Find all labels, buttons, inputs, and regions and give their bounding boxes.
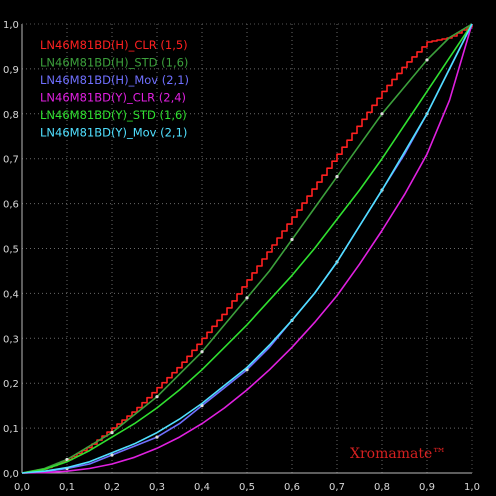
series-line [21,23,473,474]
y-tick-label: 0,2 [3,379,19,390]
y-tick-label: 0,5 [3,245,19,256]
series-point [65,457,69,462]
series-point [155,395,159,399]
x-tick-label: 0,2 [104,482,120,493]
legend-entry: LN46M81BD(H)_STD (1,6) [40,56,188,70]
series-point [155,435,159,439]
series-point [245,296,249,300]
series-line [21,23,473,474]
y-tick-labels: 0,0 0,1 0,2 0,3 0,4 0,5 0,6 0,7 0,8 0,9 1,0 [3,20,19,480]
x-tick-label: 0,1 [59,482,75,493]
series-line [22,24,473,474]
series-point [380,112,384,116]
series-point [200,350,204,354]
legend-entry: LN46M81BD(H)_Mov (2,1) [40,73,189,87]
series-lines [21,23,473,474]
y-tick-label: 0,1 [3,424,19,435]
legend-entry: LN46M81BD(Y)_STD (1,6) [40,108,187,122]
legend-entry: LN46M81BD(H)_CLR (1,5) [40,38,188,52]
series-point [290,237,294,242]
x-tick-labels: 0,0 0,1 0,2 0,3 0,4 0,5 0,6 0,7 0,8 0,9 1,0 [14,482,480,493]
y-tick-label: 0,7 [3,155,19,166]
x-tick-label: 0,0 [14,482,30,493]
series-point [425,58,429,62]
series-point [110,430,114,435]
x-tick-label: 0,7 [329,482,345,493]
grid [22,24,472,473]
y-tick-label: 0,9 [3,65,19,76]
y-tick-label: 0,6 [3,200,19,211]
x-tick-label: 0,9 [419,482,435,493]
legend-entry: LN46M81BD(Y)_CLR (2,4) [40,91,186,105]
series-line [21,23,473,474]
watermark-text: Xromamate™ [350,446,446,462]
x-tick-label: 1,0 [464,482,480,493]
x-tick-label: 0,8 [374,482,390,493]
axes [21,23,473,474]
x-tick-label: 0,3 [149,482,165,493]
y-tick-label: 0,8 [3,110,19,121]
x-tick-label: 0,5 [239,482,255,493]
series-point [110,453,114,457]
y-tick-label: 0,4 [3,289,19,300]
x-tick-label: 0,6 [284,482,300,493]
legend-entry: LN46M81BD(Y)_Mov (2,1) [40,126,187,140]
legend: LN46M81BD(H)_CLR (1,5) LN46M81BD(H)_STD (… [40,38,189,140]
x-tick-label: 0,4 [194,482,210,493]
series-point [335,175,339,179]
y-tick-label: 0,0 [3,469,19,480]
y-tick-label: 0,3 [3,334,19,345]
y-tick-label: 1,0 [3,20,19,31]
